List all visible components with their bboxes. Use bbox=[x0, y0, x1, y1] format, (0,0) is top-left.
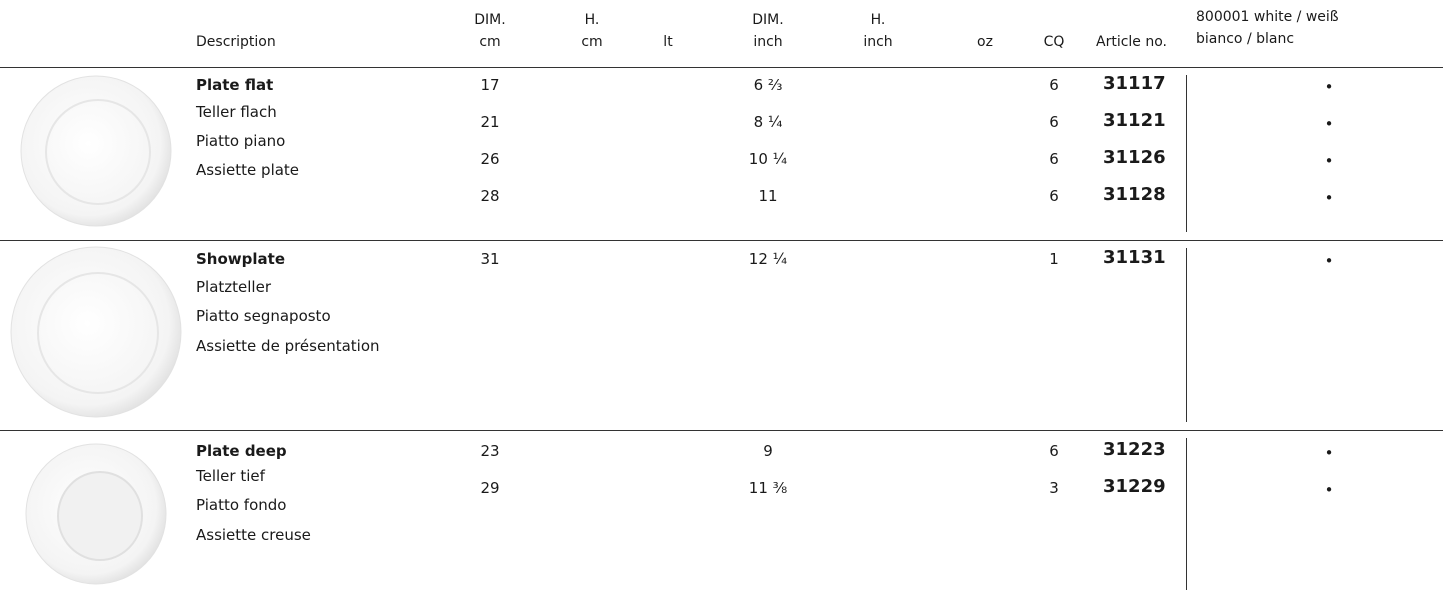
column-header: bianco / blanc bbox=[1196, 30, 1294, 48]
dim-cm: 17 bbox=[480, 76, 499, 94]
dim-inch: 8 ¼ bbox=[754, 113, 783, 131]
case-quantity: 3 bbox=[1049, 479, 1059, 497]
row-divider bbox=[0, 67, 1443, 68]
dim-cm: 28 bbox=[480, 187, 499, 205]
case-quantity: 6 bbox=[1049, 76, 1059, 94]
case-quantity: 1 bbox=[1049, 250, 1059, 268]
column-header: H. bbox=[871, 11, 886, 29]
dim-inch: 6 ⅔ bbox=[754, 76, 783, 94]
dim-inch: 9 bbox=[763, 442, 773, 460]
dim-inch: 10 ¼ bbox=[749, 150, 787, 168]
dim-cm: 21 bbox=[480, 113, 499, 131]
product-translation: Assiette plate bbox=[196, 161, 299, 179]
product-name: Showplate bbox=[196, 250, 285, 268]
case-quantity: 6 bbox=[1049, 113, 1059, 131]
column-header: cm bbox=[581, 33, 602, 51]
column-header: cm bbox=[479, 33, 500, 51]
column-header: lt bbox=[663, 33, 672, 51]
article-number: 31223 bbox=[1103, 441, 1166, 459]
article-number: 31229 bbox=[1103, 478, 1166, 496]
column-header: CQ bbox=[1044, 33, 1065, 51]
article-number: 31117 bbox=[1103, 75, 1166, 93]
column-header: 800001 white / weiß bbox=[1196, 8, 1339, 26]
showplate-image bbox=[11, 247, 181, 417]
column-header: DIM. bbox=[752, 11, 783, 29]
availability-mark: • bbox=[1325, 252, 1334, 270]
product-translation: Teller tief bbox=[196, 467, 265, 485]
case-quantity: 6 bbox=[1049, 442, 1059, 460]
availability-mark: • bbox=[1325, 189, 1334, 207]
dim-cm: 29 bbox=[480, 479, 499, 497]
availability-mark: • bbox=[1325, 152, 1334, 170]
plate-images bbox=[0, 0, 200, 590]
case-quantity: 6 bbox=[1049, 187, 1059, 205]
article-number: 31126 bbox=[1103, 149, 1166, 167]
article-number: 31121 bbox=[1103, 112, 1166, 130]
product-translation: Assiette creuse bbox=[196, 526, 311, 544]
column-header: H. bbox=[585, 11, 600, 29]
availability-mark: • bbox=[1325, 444, 1334, 462]
dim-inch: 11 bbox=[758, 187, 777, 205]
column-header: oz bbox=[977, 33, 993, 51]
column-divider bbox=[1186, 75, 1187, 232]
product-name: Plate deep bbox=[196, 442, 287, 460]
product-translation: Platzteller bbox=[196, 278, 271, 296]
availability-mark: • bbox=[1325, 481, 1334, 499]
case-quantity: 6 bbox=[1049, 150, 1059, 168]
column-header: Description bbox=[196, 33, 276, 51]
product-translation: Piatto fondo bbox=[196, 496, 286, 514]
product-translation: Piatto segnaposto bbox=[196, 307, 331, 325]
dim-cm: 31 bbox=[480, 250, 499, 268]
article-number: 31128 bbox=[1103, 186, 1166, 204]
column-divider bbox=[1186, 438, 1187, 590]
row-divider bbox=[0, 240, 1443, 241]
availability-mark: • bbox=[1325, 78, 1334, 96]
column-header: inch bbox=[753, 33, 782, 51]
column-divider bbox=[1186, 248, 1187, 422]
dim-cm: 26 bbox=[480, 150, 499, 168]
availability-mark: • bbox=[1325, 115, 1334, 133]
row-divider bbox=[0, 430, 1443, 431]
plate-deep-image bbox=[26, 444, 166, 584]
dim-inch: 12 ¼ bbox=[749, 250, 787, 268]
product-translation: Piatto piano bbox=[196, 132, 285, 150]
catalog-page: Description DIM. cm H. cm lt DIM. inch H. inch oz C… bbox=[0, 0, 1449, 590]
product-translation: Teller flach bbox=[196, 103, 277, 121]
product-name: Plate flat bbox=[196, 76, 273, 94]
column-header: DIM. bbox=[474, 11, 505, 29]
article-number: 31131 bbox=[1103, 249, 1166, 267]
column-header: inch bbox=[863, 33, 892, 51]
product-translation: Assiette de présentation bbox=[196, 337, 380, 355]
dim-cm: 23 bbox=[480, 442, 499, 460]
column-header: Article no. bbox=[1096, 33, 1167, 51]
dim-inch: 11 ⅜ bbox=[749, 479, 787, 497]
plate-flat-image bbox=[21, 76, 171, 226]
